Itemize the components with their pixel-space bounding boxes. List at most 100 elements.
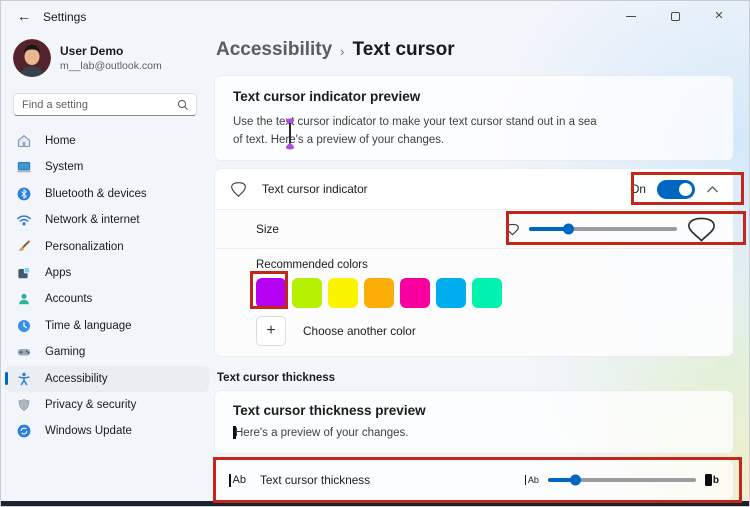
large-indicator-icon	[688, 217, 715, 242]
bottom-edge-bar	[1, 501, 749, 506]
sidebar-item-home[interactable]: Home	[5, 128, 209, 154]
maximize-button[interactable]	[653, 1, 697, 31]
sidebar-item-label: Personalization	[45, 240, 124, 253]
avatar	[13, 39, 51, 77]
breadcrumb: Accessibility › Text cursor	[216, 39, 455, 61]
plus-icon: +	[266, 322, 276, 339]
color-swatch-yellow[interactable]	[328, 278, 358, 308]
color-swatch-orange[interactable]	[364, 278, 394, 308]
sidebar-item-accessibility[interactable]: Accessibility	[5, 365, 209, 392]
sidebar-item-system[interactable]: System	[5, 154, 209, 180]
sidebar-item-label: Network & internet	[45, 214, 140, 227]
size-row: Size	[215, 210, 733, 248]
windows-update-icon	[17, 424, 31, 438]
thickness-section-label: Text cursor thickness	[217, 372, 336, 384]
chevron-up-icon[interactable]	[706, 185, 719, 194]
size-slider-thumb[interactable]	[562, 223, 574, 235]
sidebar-item-personalization[interactable]: Personalization	[5, 234, 209, 260]
cursor-indicator-icon	[231, 181, 246, 197]
sidebar-item-label: Accounts	[45, 293, 93, 306]
indicator-toggle[interactable]	[657, 179, 695, 199]
thick-cursor-ab-icon: b	[704, 474, 719, 486]
sidebar-item-windows-update[interactable]: Windows Update	[5, 418, 209, 444]
indicator-preview-card: Text cursor indicator preview Use the te…	[214, 75, 734, 161]
profile[interactable]: User Demo m__lab@outlook.com	[13, 39, 162, 77]
sidebar-nav: Home System Bluetooth & devices Network …	[5, 128, 209, 445]
sidebar-item-label: Apps	[45, 266, 72, 279]
back-icon[interactable]: ←	[17, 8, 31, 24]
indicator-preview-title: Text cursor indicator preview	[233, 89, 421, 104]
sidebar-item-label: Accessibility	[45, 372, 108, 385]
thickness-slider-thumb[interactable]	[570, 474, 581, 486]
size-slider[interactable]	[529, 223, 677, 235]
color-swatch-lime[interactable]	[292, 278, 322, 308]
accounts-icon	[18, 294, 30, 305]
sidebar-item-apps[interactable]: Apps	[5, 260, 209, 286]
toggle-knob	[679, 182, 692, 196]
toggle-state-label: On	[630, 182, 646, 196]
sidebar-item-label: Windows Update	[45, 425, 132, 438]
recommended-colors-label: Recommended colors	[256, 259, 368, 271]
sidebar-item-accounts[interactable]: Accounts	[5, 286, 209, 312]
apps-icon	[18, 267, 30, 279]
small-indicator-icon	[506, 223, 519, 235]
sidebar-item-time-language[interactable]: Time & language	[5, 313, 209, 339]
thickness-row: Ab Text cursor thickness Ab b	[214, 459, 734, 501]
maximize-icon	[670, 11, 680, 21]
sidebar: User Demo m__lab@outlook.com Home System	[1, 31, 213, 501]
indicator-row-label: Text cursor indicator	[262, 182, 368, 196]
sidebar-item-label: Privacy & security	[45, 398, 137, 411]
color-swatch-magenta[interactable]	[400, 278, 430, 308]
search-box[interactable]	[13, 93, 197, 116]
minimize-button[interactable]	[609, 1, 653, 31]
thin-cursor-icon: Ab	[525, 475, 539, 485]
color-swatch-purple[interactable]	[256, 278, 286, 308]
indicator-row[interactable]: Text cursor indicator On	[215, 169, 733, 209]
choose-color-button[interactable]: +	[256, 316, 286, 346]
close-button[interactable]: ✕	[697, 1, 741, 31]
row-divider	[215, 248, 733, 249]
close-icon: ✕	[714, 9, 724, 22]
search-icon	[177, 99, 188, 110]
search-input[interactable]	[22, 94, 172, 115]
thickness-preview-text: Here's a preview of your changes.	[235, 426, 409, 439]
sidebar-item-bluetooth[interactable]: Bluetooth & devices	[5, 181, 209, 207]
colors-area: Recommended colors + Choose another colo…	[215, 249, 733, 356]
row-divider	[215, 209, 733, 210]
color-swatch-blue[interactable]	[436, 278, 466, 308]
privacy-icon	[18, 398, 30, 411]
choose-color-label: Choose another color	[303, 324, 416, 338]
sidebar-item-label: Home	[45, 135, 76, 147]
app-title: Settings	[43, 10, 87, 24]
gaming-icon	[17, 349, 31, 356]
indicator-preview-line1: Use the text cursor indicator to make yo…	[233, 116, 597, 128]
sidebar-item-label: Gaming	[45, 346, 86, 359]
personalization-icon	[18, 240, 30, 251]
profile-email: m__lab@outlook.com	[60, 60, 162, 72]
network-icon	[17, 215, 31, 226]
swatch-row	[256, 278, 717, 308]
sidebar-item-label: Time & language	[45, 319, 132, 332]
home-icon	[17, 134, 31, 147]
thickness-slider[interactable]	[547, 474, 696, 486]
profile-name: User Demo	[60, 44, 124, 58]
main-content: Accessibility › Text cursor Text cursor …	[214, 31, 749, 501]
time-language-icon	[18, 319, 30, 332]
titlebar: ← Settings ✕	[1, 1, 749, 31]
indicator-expander: Text cursor indicator On Size	[214, 168, 734, 357]
breadcrumb-separator: ›	[340, 43, 345, 59]
bluetooth-icon	[17, 187, 31, 201]
text-cursor-indicator-icon	[285, 118, 295, 150]
color-swatch-green[interactable]	[472, 278, 502, 308]
indicator-preview-line2: of text. Here's a preview of your change…	[233, 134, 445, 146]
sidebar-item-network[interactable]: Network & internet	[5, 207, 209, 233]
thickness-preview-card: Text cursor thickness preview Here's a p…	[214, 390, 734, 454]
sidebar-item-privacy[interactable]: Privacy & security	[5, 392, 209, 418]
sidebar-item-gaming[interactable]: Gaming	[5, 339, 209, 365]
thick-cursor-icon	[233, 426, 236, 439]
accessibility-icon	[18, 372, 30, 385]
minimize-icon	[626, 15, 636, 17]
breadcrumb-parent[interactable]: Accessibility	[216, 39, 333, 60]
text-thickness-icon: Ab	[229, 473, 246, 487]
page-title: Text cursor	[352, 39, 455, 60]
